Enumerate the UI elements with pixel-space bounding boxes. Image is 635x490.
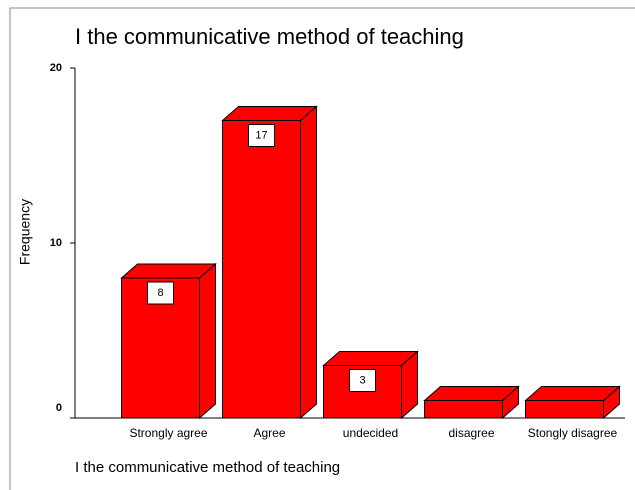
value-label: 17 <box>255 129 267 141</box>
x-axis-label: I the communicative method of teaching <box>75 459 340 476</box>
bar-front <box>121 277 200 419</box>
bar <box>524 385 621 420</box>
value-label-box <box>147 281 174 305</box>
value-label-box <box>248 124 275 147</box>
bar-top <box>221 106 318 121</box>
y-tick-label: 10 <box>50 237 62 249</box>
x-tick-label: Stongly disagree <box>528 426 618 440</box>
bar <box>120 262 217 420</box>
chart-title: I the communicative method of teaching <box>75 24 464 49</box>
bar-top <box>524 386 621 401</box>
bar <box>221 105 318 420</box>
bar-front <box>525 400 604 419</box>
x-tick-label: disagree <box>448 426 494 440</box>
value-label: 3 <box>359 374 365 386</box>
bar-side <box>300 105 317 420</box>
bar-front <box>424 400 503 419</box>
value-label: 8 <box>157 287 163 299</box>
bar <box>423 385 520 420</box>
x-tick-label: undecided <box>343 426 398 440</box>
bar-front <box>222 120 301 419</box>
x-tick-label: Agree <box>253 426 285 440</box>
bar-top <box>322 351 419 366</box>
y-tick-label: 20 <box>50 62 62 74</box>
x-tick-label: Strongly agree <box>129 426 207 440</box>
value-label-box <box>349 369 376 392</box>
y-axis-label: Frequency <box>17 199 33 265</box>
y-tick-label: 0 <box>56 402 62 414</box>
bar-side <box>199 262 216 420</box>
bar-top <box>120 263 217 279</box>
bar-top <box>423 386 520 401</box>
